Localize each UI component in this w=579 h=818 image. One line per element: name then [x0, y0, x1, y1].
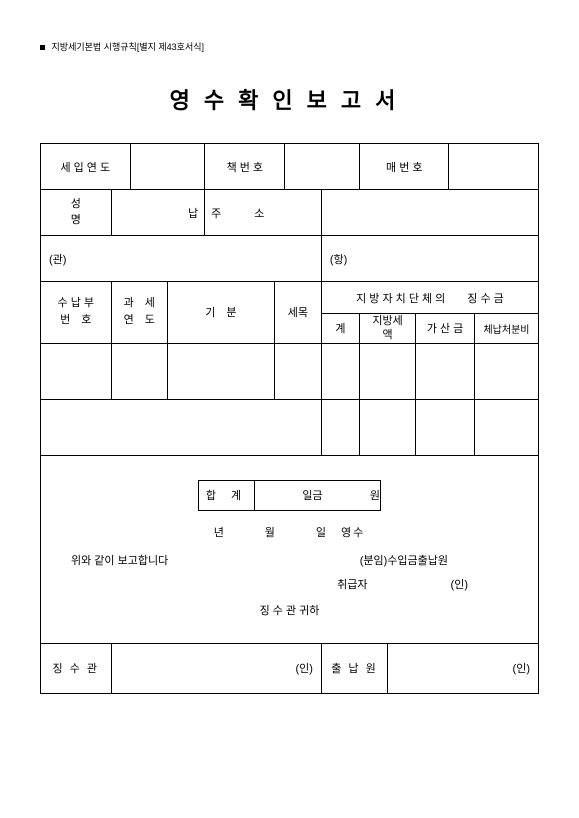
cell	[41, 399, 112, 455]
report-left: 위와 같이 보고합니다	[71, 552, 168, 568]
data-row-2	[41, 399, 539, 455]
sum-suffix: 원	[370, 487, 380, 503]
col-localtax: 지방세 액	[360, 314, 416, 344]
label-address: 주 소	[205, 190, 322, 236]
bottom-section-row: 합 계 일금 원 년 월 일 영수 위와 같이 보고합니다 (분임)수입금출납원	[41, 455, 539, 643]
bottom-section: 합 계 일금 원 년 월 일 영수 위와 같이 보고합니다 (분임)수입금출납원	[41, 455, 539, 643]
bullet-icon	[40, 45, 45, 50]
report-seal: (인)	[451, 579, 468, 591]
cell	[167, 399, 274, 455]
report-right: (분임)수입금출납원	[360, 552, 448, 568]
sum-prefix: 일금	[302, 490, 322, 502]
label-sheet: 매 번 호	[360, 144, 449, 190]
footer-seal1: (인)	[111, 643, 321, 693]
footer-cashier: 출 납 원	[321, 643, 387, 693]
cell	[111, 399, 167, 455]
cell	[111, 343, 167, 399]
label-hang: (항)	[321, 236, 538, 282]
cell	[321, 343, 359, 399]
cell	[360, 343, 416, 399]
value-sheet	[449, 144, 539, 190]
cell	[474, 399, 538, 455]
col-group: 지 방 자 치 단 체 의 징 수 금	[321, 282, 538, 314]
cell	[321, 399, 359, 455]
col-item: 세목	[274, 282, 321, 344]
cell	[41, 343, 112, 399]
sum-table: 합 계 일금 원	[198, 480, 381, 511]
data-row-1	[41, 343, 539, 399]
col-receipt-no: 수 납 부 번 호	[41, 282, 112, 344]
row-columns-top: 수 납 부 번 호 과 세 연 도 기 분 세목 지 방 자 치 단 체 의 징…	[41, 282, 539, 314]
cell	[474, 343, 538, 399]
col-penalty: 가 산 금	[416, 314, 475, 344]
label-nap: 납	[111, 190, 205, 236]
report-line3: 징 수 관 귀하	[71, 602, 508, 618]
row-year: 세 입 연 도 책 번 호 매 번 호	[41, 144, 539, 190]
footer-seal2: (인)	[388, 643, 539, 693]
cell	[274, 343, 321, 399]
sum-label: 합 계	[199, 480, 255, 510]
col-tax-year: 과 세 연 도	[111, 282, 167, 344]
col-disposition: 체납처분비	[474, 314, 538, 344]
sum-value: 일금 원	[255, 480, 381, 510]
header-note: 지방세기본법 시행규칙[별지 제43호서식]	[40, 40, 539, 53]
col-total: 계	[321, 314, 359, 344]
cell	[167, 343, 274, 399]
report-handler: 취급자	[337, 579, 367, 591]
value-year	[130, 144, 205, 190]
label-book: 책 번 호	[205, 144, 285, 190]
label-name: 성 명	[41, 190, 112, 236]
sum-container: 합 계 일금 원	[61, 480, 518, 511]
value-book	[285, 144, 360, 190]
report-lines: 위와 같이 보고합니다 (분임)수입금출납원 취급자 (인) 징 수 관 귀하	[61, 552, 518, 618]
footer-collector: 징 수 관	[41, 643, 112, 693]
footer-row: 징 수 관 (인) 출 납 원 (인)	[41, 643, 539, 693]
col-period: 기 분	[167, 282, 274, 344]
cell	[416, 343, 475, 399]
cell	[416, 399, 475, 455]
cell	[360, 399, 416, 455]
label-year: 세 입 연 도	[41, 144, 131, 190]
main-form-table: 세 입 연 도 책 번 호 매 번 호 성 명 납 주 소 (관) (항) 수 …	[40, 143, 539, 694]
label-gwan: (관)	[41, 236, 322, 282]
page-title: 영수확인보고서	[40, 83, 539, 115]
value-address	[321, 190, 538, 236]
date-line: 년 월 일 영수	[61, 524, 518, 540]
row-name-address: 성 명 납 주 소	[41, 190, 539, 236]
cell	[274, 399, 321, 455]
row-gwan-hang: (관) (항)	[41, 236, 539, 282]
header-note-text: 지방세기본법 시행규칙[별지 제43호서식]	[52, 42, 205, 52]
